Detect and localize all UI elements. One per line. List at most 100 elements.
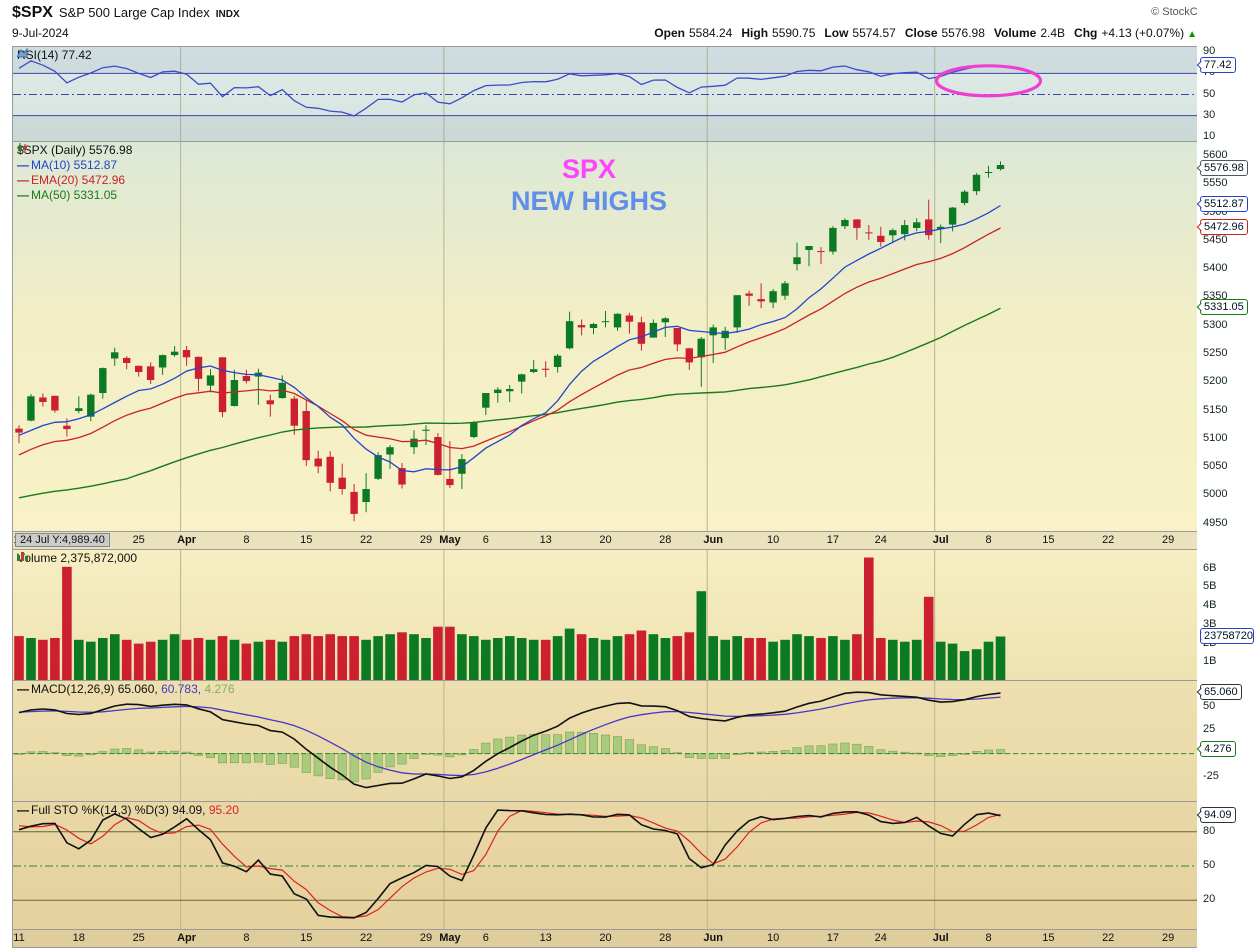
y-axis-label: 5B [1203,580,1217,593]
y-axis-gutter: 907050301077.424950500050505100515052005… [1197,0,1260,948]
quote-label: Volume [993,26,1037,40]
y-axis-label: 5400 [1203,262,1228,275]
quote-value: +4.13 (+0.07%) [1101,26,1185,40]
rsi-plot [13,47,1198,142]
macd-legend: — MACD(12,26,9) 65.060, 60.783, 4.276 [17,682,235,696]
volume-panel[interactable]: Volume 2,375,872,000 [12,549,1199,682]
x-axis-tick: 15 [300,534,313,546]
volume-legend: Volume 2,375,872,000 [17,551,137,565]
x-axis-tick: Jun [703,932,723,944]
rsi-panel[interactable]: RSI(14) 77.42 [12,46,1199,143]
y-axis-label: 1B [1203,655,1217,668]
y-axis-label: 25 [1203,723,1216,736]
ohlc-quote-summary: Open 5584.24 High 5590.75 Low 5574.57 Close 557… [645,26,1197,40]
y-axis-label: 50 [1203,87,1216,100]
x-axis-tick: 11 [13,932,25,944]
quote-value: 5590.75 [772,26,816,40]
x-axis-tick: 6 [482,534,489,546]
x-axis-tick: Apr [177,534,197,546]
ma10-legend-text: MA(10) 5512.87 [31,158,118,172]
rsi-value-callout: 77.42 [1200,56,1236,73]
y-axis-label: 50 [1203,859,1216,871]
quote-label: Close [904,26,938,40]
price-value-callout: 5472.96 [1200,218,1248,235]
macd-line-swatch: — [17,682,29,696]
x-axis-tick: Jul [932,534,949,546]
x-axis-tick: May [439,932,461,944]
x-axis-tick: 22 [1102,932,1115,944]
x-axis-bottom: 11 18 25 Apr 8 15 22 29 May 6 13 20 28 Jun 10 17 24 Jul 8 1… [12,929,1199,948]
price-legend-text: $SPX (Daily) 5576.98 [17,143,133,157]
price-value-callout: 5576.98 [1200,160,1248,177]
change-up-arrow-icon: ▲ [1187,29,1197,40]
y-axis-label: 4B [1203,599,1217,612]
ema20-legend-text: EMA(20) 5472.96 [31,173,126,187]
y-axis-label: 5300 [1203,318,1228,331]
x-axis-tick: 29 [419,932,433,944]
svg-text:NEW HIGHS: NEW HIGHS [511,186,667,216]
symbol: $SPX [12,4,53,21]
macd-value-callout: 65.060 [1200,684,1242,700]
x-axis-tick: 25 [132,932,145,944]
x-axis-tick: 22 [359,932,373,944]
y-axis-label: 5450 [1203,233,1228,246]
y-axis-label: 5600 [1203,149,1228,162]
volume-plot [14,550,1006,681]
y-axis-label: 20 [1203,893,1216,906]
x-axis-tick: May [439,534,461,546]
macd-signal-value: 60.783, [161,682,202,696]
x-axis-tick: 24 [874,534,887,546]
x-axis-tick: 8 [985,534,992,546]
y-axis-label: 4950 [1203,516,1228,529]
rsi-legend-text: RSI(14) 77.42 [17,48,92,62]
ma50-line-swatch: — [17,188,29,202]
y-axis-label: 6B [1203,561,1217,574]
x-axis-tick: 24 [874,932,887,944]
price-legend: $SPX (Daily) 5576.98 [17,143,132,157]
stochastic-panel[interactable]: — Full STO %K(14,3) %D(3) 94.09, 95.20 [12,801,1199,931]
x-axis-mid: 24 Jul Y:4,989.40 111825Apr8152229May613… [12,531,1199,551]
y-axis-label: 10 [1203,129,1216,142]
macd-hist-value: 4.276 [204,682,235,696]
x-axis-tick: 15 [1042,932,1055,944]
x-axis-tick: 15 [1042,534,1055,546]
volume-bars-icon [17,552,28,561]
candlestick-icon [18,143,27,154]
ma10-legend: — MA(10) 5512.87 [17,158,117,172]
y-axis-label: 30 [1203,108,1216,121]
x-axis-tick: 15 [300,932,313,944]
x-axis-tick: 28 [659,534,672,546]
quote-value: 5584.24 [688,26,733,40]
y-axis-label: 5050 [1203,460,1228,472]
stochastic-plot [13,802,1198,930]
x-axis-tick: 25 [132,534,145,546]
stochastic-legend: — Full STO %K(14,3) %D(3) 94.09, 95.20 [17,803,239,817]
x-axis-tick: 20 [599,932,612,944]
index-name: S&P 500 Large Cap Index [58,5,210,20]
rsi-legend: RSI(14) 77.42 [17,48,92,62]
quote-label: Chg [1074,26,1098,40]
x-axis-tick: Jun [703,534,723,546]
x-axis-tick: 13 [539,534,552,546]
x-axis-tick: Jul [932,932,949,944]
macd-panel[interactable]: — MACD(12,26,9) 65.060, 60.783, 4.276 [12,680,1199,803]
macd-plot [13,681,1198,802]
quote-value: 2.4B [1040,26,1066,40]
price-panel[interactable]: SPX NEW HIGHS $SPX (Daily) 5576.98 — MA(10… [12,141,1199,533]
x-axis-tick: 17 [826,932,840,944]
quote-row: 9-Jul-2024 Open 5584.24 High 5590.75 Low 5574… [12,25,1197,43]
area-chart-icon [17,48,28,58]
quote-label: Low [824,26,849,40]
price-value-callout: 5512.87 [1200,196,1248,213]
x-axis-tick: 28 [659,932,672,944]
y-axis-label: -25 [1203,769,1219,782]
x-axis-tick: 20 [599,534,612,546]
x-axis-tick: 6 [482,932,489,944]
y-axis-label: 5000 [1203,488,1228,501]
volume-value-callout: 2375872000 [1200,627,1254,644]
quote-label: Open [654,26,685,40]
y-axis-label: 5150 [1203,403,1228,416]
